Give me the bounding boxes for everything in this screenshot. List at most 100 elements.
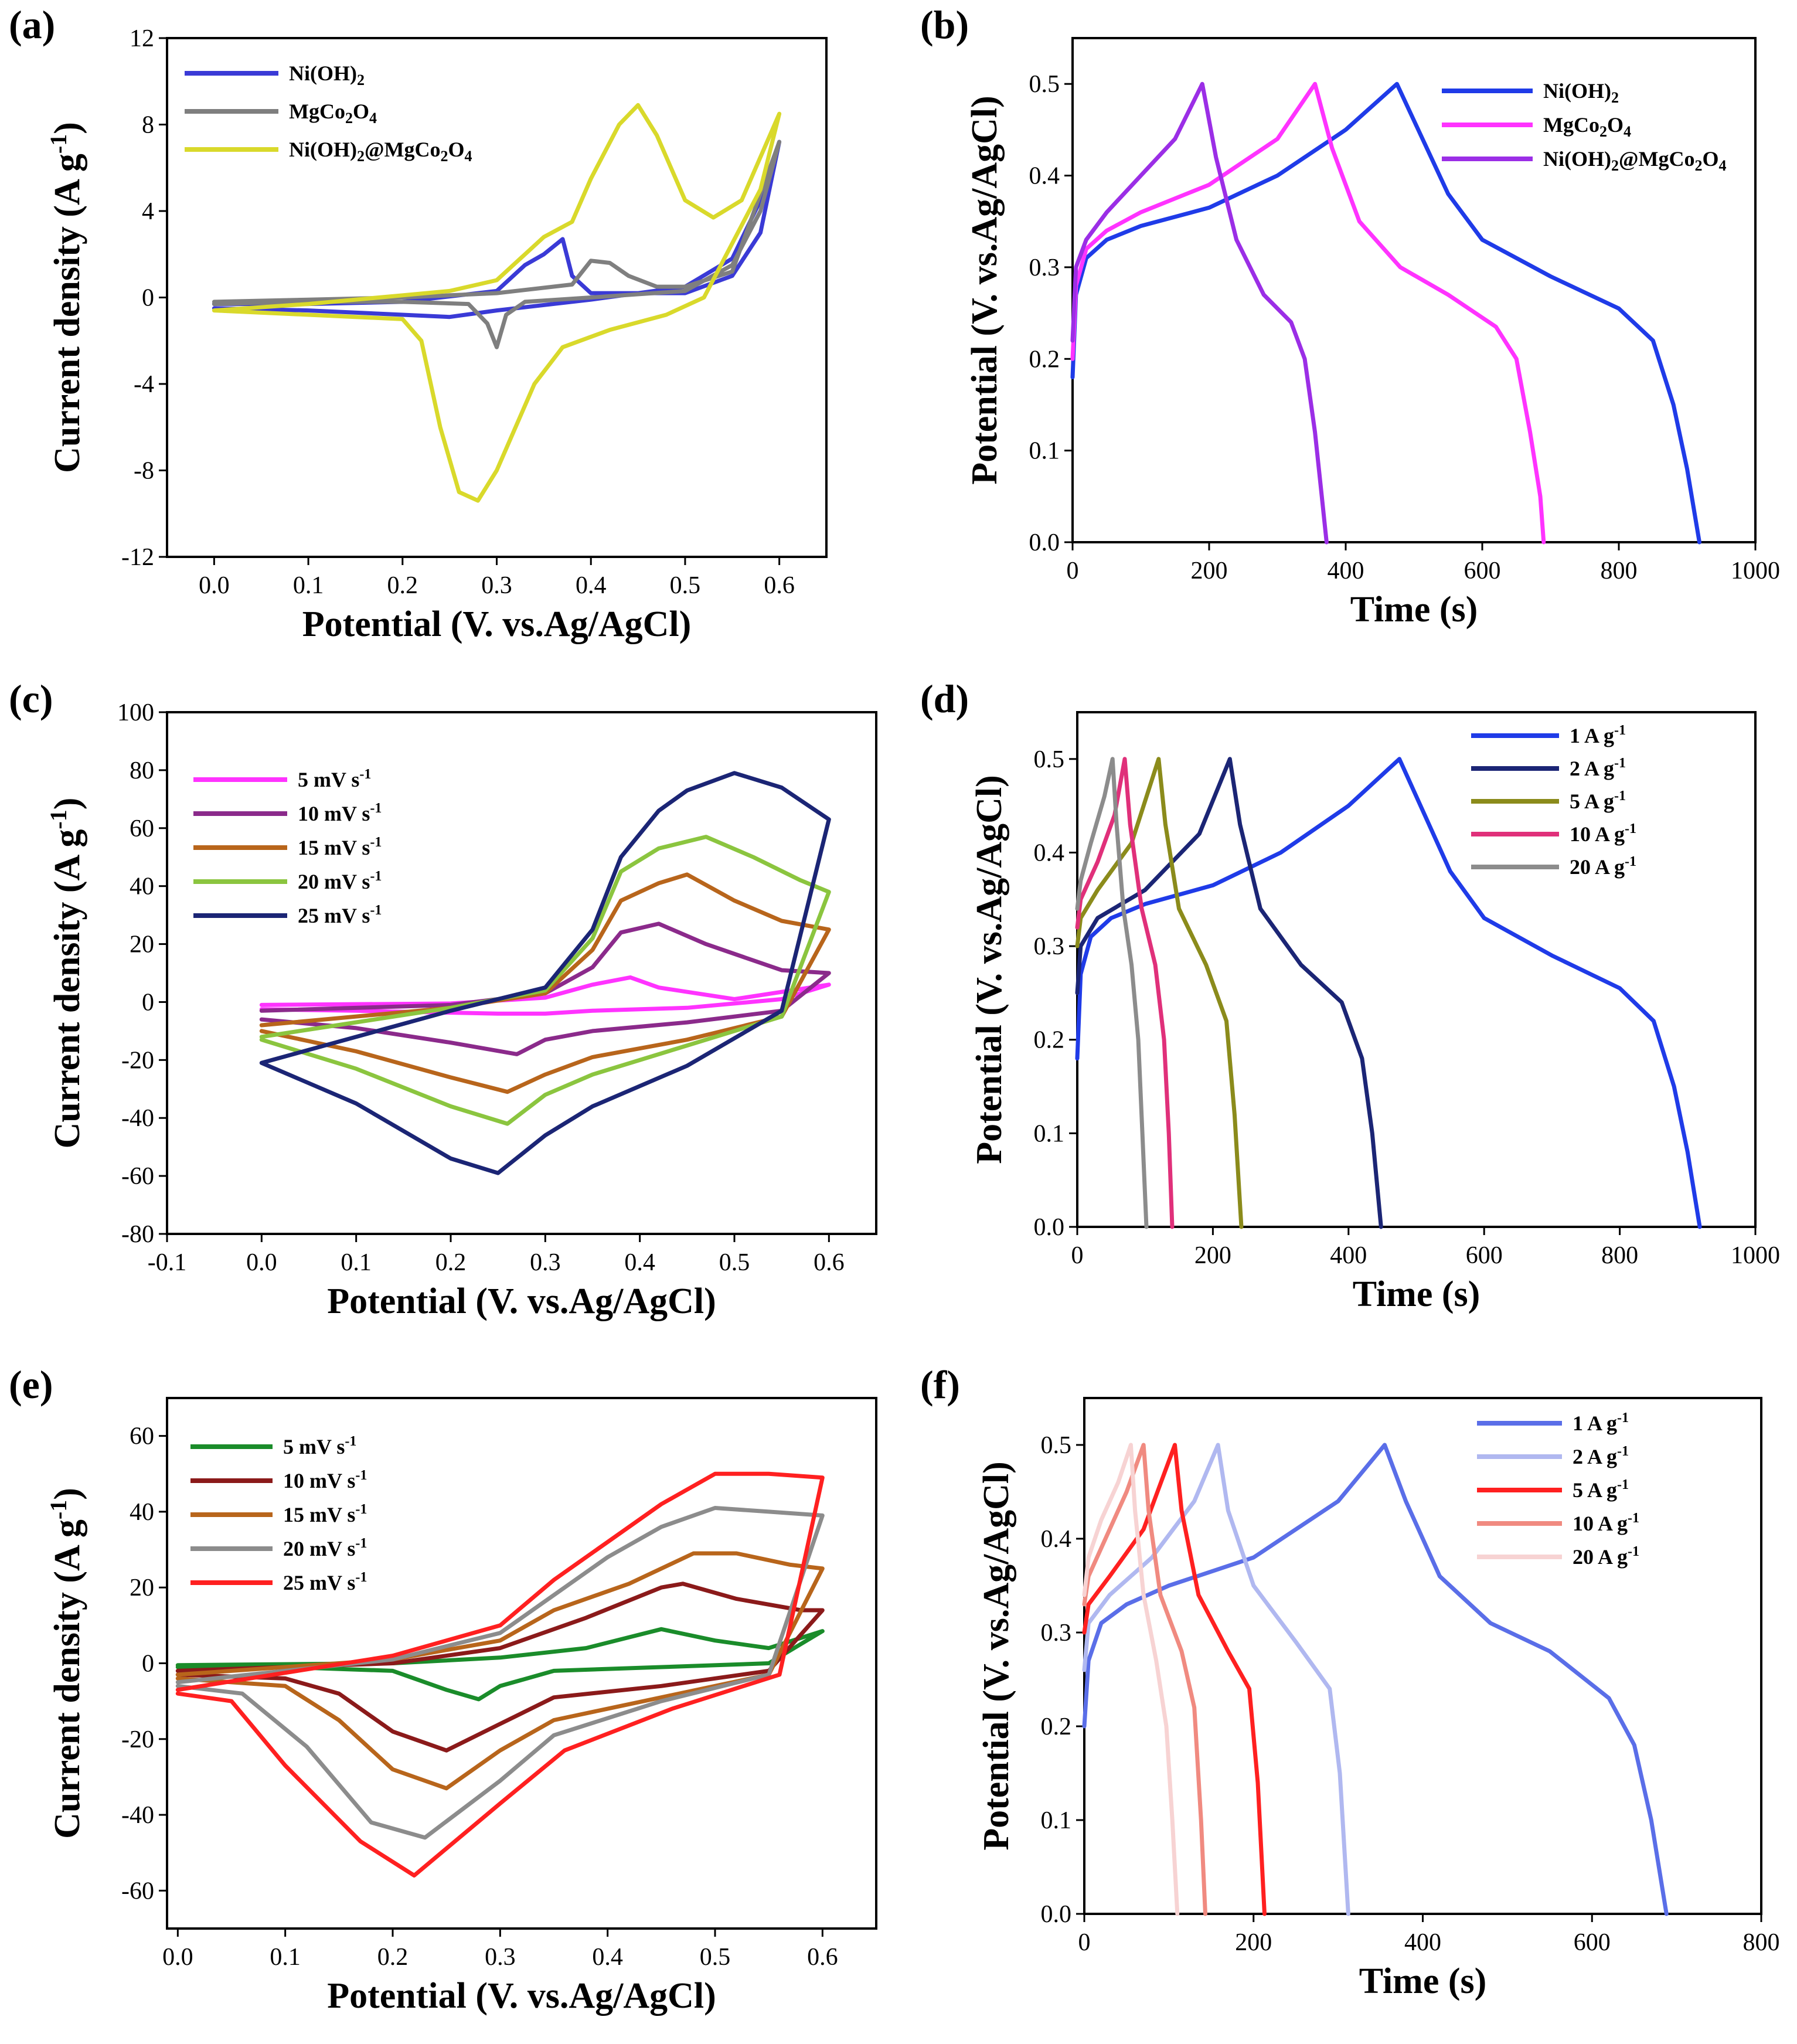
chart-e-legend-label: 25 mV s-1	[283, 1570, 367, 1594]
chart-b-x-axis-title: Time (s)	[1350, 590, 1478, 630]
chart-b-y-axis-title: Potential (V. vs.Ag/AgCl)	[965, 96, 1005, 485]
chart-e-legend-label: 20 mV s-1	[283, 1536, 367, 1560]
chart-d-legend-label: 10 A g-1	[1570, 821, 1636, 846]
chart-a-y-tick-label: 0	[142, 285, 154, 312]
chart-e-y-tick-label: -40	[121, 1802, 154, 1829]
chart-b-panel-label: (b)	[920, 2, 969, 47]
chart-c-series-line-3	[259, 872, 831, 1094]
chart-a-x-tick-label: 0.6	[764, 572, 795, 599]
chart-a-y-tick-label: -12	[121, 544, 154, 571]
chart-f-legend-label: 2 A g-1	[1573, 1444, 1629, 1468]
chart-a-series-line-2	[212, 140, 782, 349]
chart-b-y-tick-label: 0.4	[1029, 163, 1060, 190]
chart-f-legend-label: 5 A g-1	[1573, 1477, 1629, 1502]
chart-f-legend-label: 10 A g-1	[1573, 1511, 1639, 1535]
chart-d-series-line-4	[1075, 757, 1175, 1229]
chart-c-y-tick-label: 0	[142, 989, 154, 1016]
chart-c-y-axis-title: Current density (A g-1)	[45, 798, 87, 1149]
chart-d-x-tick-label: 800	[1601, 1242, 1638, 1269]
chart-f-x-tick-label: 600	[1574, 1929, 1611, 1956]
chart-d-series-line-1	[1075, 757, 1702, 1229]
chart-c-y-tick-label: -80	[121, 1221, 154, 1248]
chart-a-series-line-1	[212, 140, 782, 319]
chart-f-legend-label: 20 A g-1	[1573, 1544, 1639, 1569]
chart-a-y-tick-label: 12	[130, 25, 154, 52]
chart-f-panel-label: (f)	[920, 1362, 960, 1407]
chart-b-y-tick-label: 0.5	[1029, 71, 1060, 98]
chart-e-series-line-2	[175, 1582, 825, 1753]
chart-f-x-tick-label: 0	[1078, 1929, 1091, 1956]
chart-a-x-tick-label: 0.4	[576, 572, 607, 599]
chart-f-series-line-3	[1082, 1443, 1267, 1916]
chart-a-legend-label: Ni(OH)2	[289, 62, 365, 89]
chart-b-series-line-1	[1070, 81, 1701, 545]
chart-b-x-tick-label: 0	[1067, 557, 1079, 584]
chart-c-legend-label: 10 mV s-1	[298, 801, 382, 825]
chart-d-series-line-2	[1075, 757, 1383, 1229]
chart-d-legend-label: 20 A g-1	[1570, 854, 1636, 879]
chart-f-series-line-4	[1082, 1443, 1207, 1916]
chart-e-x-tick-label: 0.1	[270, 1944, 301, 1971]
chart-a-plot-frame	[166, 37, 828, 558]
chart-c-y-tick-label: 80	[130, 757, 154, 784]
chart-a-x-tick-label: 0.3	[481, 572, 512, 599]
chart-e-legend-label: 10 mV s-1	[283, 1468, 367, 1492]
chart-a-y-tick-label: 8	[142, 112, 154, 139]
chart-a-y-tick-label: 4	[142, 198, 154, 225]
chart-c-series-line-5	[259, 771, 831, 1175]
chart-d-x-tick-label: 1000	[1731, 1242, 1780, 1269]
chart-f-plot-frame	[1083, 1397, 1762, 1915]
chart-b-legend-label: MgCo2O4	[1543, 113, 1631, 140]
chart-a-legend-label: Ni(OH)2@MgCo2O4	[289, 138, 472, 165]
chart-e-panel-label: (e)	[9, 1362, 53, 1407]
chart-c-x-axis-title: Potential (V. vs.Ag/AgCl)	[327, 1281, 716, 1321]
chart-b-x-tick-label: 800	[1601, 557, 1638, 584]
chart-d-x-tick-label: 400	[1330, 1242, 1367, 1269]
chart-b-y-tick-label: 0.2	[1029, 346, 1060, 373]
chart-a-x-tick-label: 0.0	[199, 572, 230, 599]
chart-a-y-axis-title: Current density (A g-1)	[45, 122, 87, 473]
chart-e-y-axis-title: Current density (A g-1)	[45, 1488, 87, 1839]
chart-c-y-tick-label: 40	[130, 873, 154, 900]
chart-f-legend-label: 1 A g-1	[1573, 1410, 1629, 1435]
chart-c-legend-label: 20 mV s-1	[298, 869, 382, 893]
chart-e-x-tick-label: 0.3	[485, 1944, 516, 1971]
chart-e-y-tick-label: 40	[130, 1499, 154, 1526]
chart-f-y-axis-title: Potential (V. vs.Ag/AgCl)	[976, 1461, 1016, 1851]
chart-c-x-tick-label: 0.1	[341, 1249, 372, 1276]
chart-b-x-tick-label: 200	[1191, 557, 1228, 584]
chart-c-x-tick-label: 0.6	[814, 1249, 845, 1276]
chart-d-series-line-3	[1075, 757, 1244, 1229]
chart-e-y-tick-label: 0	[142, 1651, 154, 1678]
chart-d-series-line-5	[1075, 757, 1149, 1229]
chart-d-x-tick-label: 0	[1071, 1242, 1084, 1269]
chart-e-x-tick-label: 0.0	[162, 1944, 193, 1971]
chart-b-legend-label: Ni(OH)2@MgCo2O4	[1543, 147, 1726, 174]
chart-e-y-tick-label: -20	[121, 1726, 154, 1753]
chart-e-y-tick-label: 20	[130, 1574, 154, 1601]
chart-e-series-line-5	[175, 1471, 825, 1878]
chart-a-y-tick-label: -4	[134, 371, 154, 398]
chart-c-y-tick-label: 20	[130, 931, 154, 958]
chart-f-y-tick-label: 0.4	[1041, 1526, 1072, 1553]
chart-c-x-tick-label: -0.1	[148, 1249, 187, 1276]
chart-c-series-line-1	[259, 975, 831, 1016]
chart-c-series-line-4	[259, 835, 831, 1126]
chart-c-legend-label: 25 mV s-1	[298, 903, 382, 927]
chart-a-x-tick-label: 0.5	[670, 572, 701, 599]
chart-c-series-line-2	[259, 921, 831, 1056]
chart-a-x-tick-label: 0.2	[387, 572, 418, 599]
chart-d-y-tick-label: 0.3	[1034, 933, 1065, 960]
chart-e-legend-label: 15 mV s-1	[283, 1502, 367, 1526]
chart-f-x-tick-label: 200	[1235, 1929, 1272, 1956]
chart-f-x-axis-title: Time (s)	[1359, 1961, 1487, 2001]
chart-f-y-tick-label: 0.2	[1041, 1713, 1072, 1740]
chart-d-x-tick-label: 200	[1194, 1242, 1231, 1269]
chart-b-series-line-2	[1070, 81, 1546, 545]
chart-a-series-line-3	[212, 103, 782, 503]
chart-c-x-tick-label: 0.3	[530, 1249, 561, 1276]
chart-b-series-line-3	[1070, 81, 1329, 545]
chart-f-series-line-5	[1082, 1443, 1180, 1916]
chart-c-x-tick-label: 0.0	[246, 1249, 277, 1276]
